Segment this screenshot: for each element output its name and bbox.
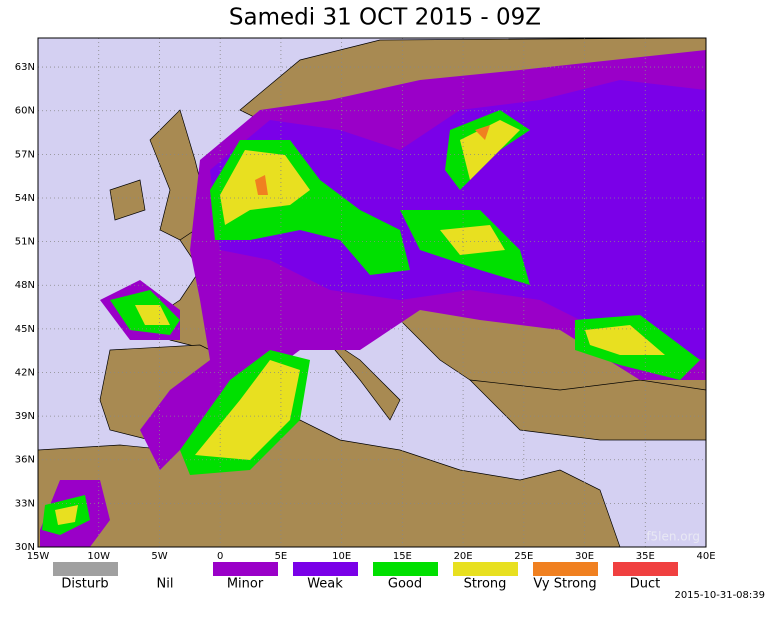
- legend-label: Strong: [464, 577, 507, 592]
- y-tick-label: 42N: [15, 367, 35, 378]
- legend-label: Good: [388, 577, 422, 592]
- legend-swatch: [533, 562, 598, 576]
- y-tick-label: 51N: [15, 237, 35, 248]
- legend-label: Nil: [157, 577, 174, 592]
- y-tick-label: 30N: [15, 542, 35, 553]
- x-tick-label: 15E: [393, 551, 412, 562]
- legend-swatch: [373, 562, 438, 576]
- legend-label: Weak: [307, 577, 343, 592]
- x-tick-label: 40E: [696, 551, 715, 562]
- x-tick-label: 10E: [332, 551, 351, 562]
- x-tick-label: 0: [217, 551, 223, 562]
- title: Samedi 31 OCT 2015 - 09Z: [229, 5, 541, 31]
- x-tick-label: 25E: [514, 551, 533, 562]
- legend-label: Minor: [227, 577, 264, 592]
- y-tick-label: 39N: [15, 411, 35, 422]
- x-tick-label: 10W: [87, 551, 110, 562]
- legend-swatch: [133, 562, 198, 576]
- x-tick-label: 30E: [575, 551, 594, 562]
- legend-swatch: [453, 562, 518, 576]
- x-tick-label: 5W: [151, 551, 167, 562]
- legend-label: Vy Strong: [533, 577, 596, 592]
- legend-swatch: [613, 562, 678, 576]
- timestamp: 2015-10-31-08:39: [674, 590, 765, 601]
- map-frame: [37, 37, 707, 548]
- y-tick-label: 45N: [15, 324, 35, 335]
- y-tick-label: 54N: [15, 193, 35, 204]
- x-tick-label: 15W: [27, 551, 50, 562]
- y-tick-label: 48N: [15, 280, 35, 291]
- x-tick-label: 5E: [275, 551, 288, 562]
- map: f5len.org: [38, 38, 706, 547]
- x-tick-label: 35E: [636, 551, 655, 562]
- legend-swatch: [213, 562, 278, 576]
- legend-label: Duct: [630, 577, 661, 592]
- legend-swatch: [53, 562, 118, 576]
- watermark: f5len.org: [646, 530, 700, 544]
- y-tick-label: 63N: [15, 62, 35, 73]
- y-tick-label: 36N: [15, 455, 35, 466]
- legend-label: Disturb: [61, 577, 108, 592]
- y-tick-label: 57N: [15, 149, 35, 160]
- y-tick-label: 33N: [15, 498, 35, 509]
- x-tick-label: 20E: [454, 551, 473, 562]
- legend-swatch: [293, 562, 358, 576]
- y-tick-label: 60N: [15, 106, 35, 117]
- propagation-areas: [40, 50, 706, 547]
- grid: [38, 38, 706, 547]
